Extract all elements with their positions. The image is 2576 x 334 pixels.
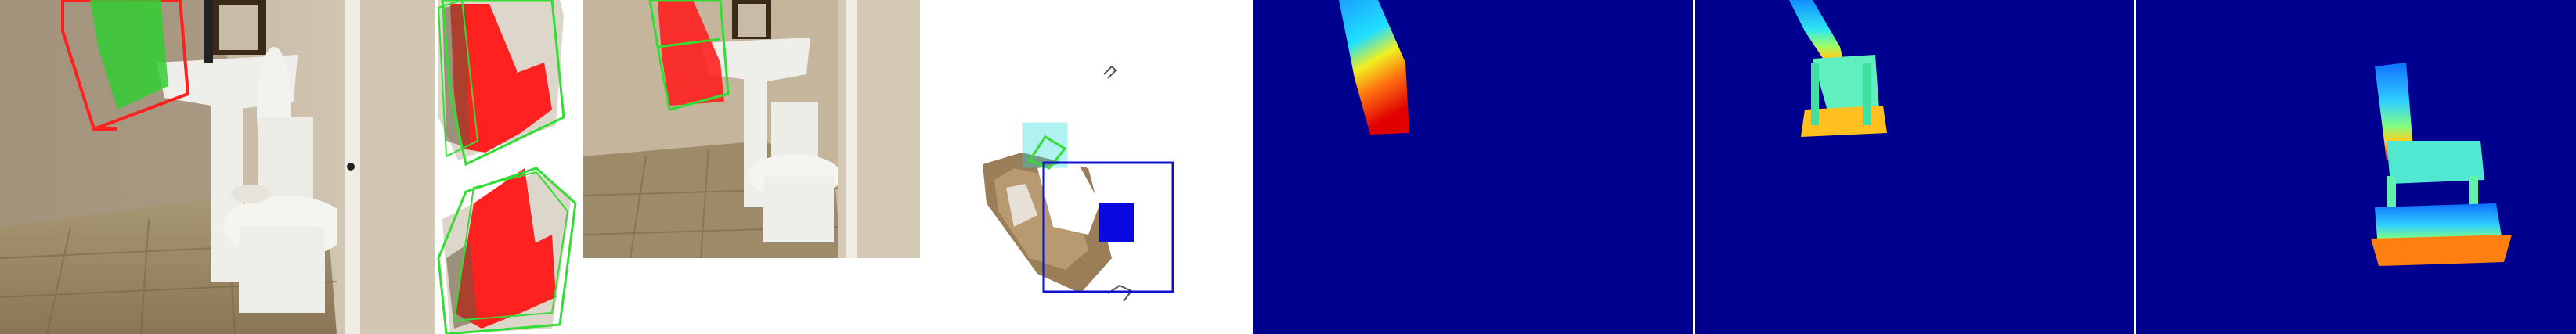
separator-2 xyxy=(2134,0,2136,334)
chair-crops-image xyxy=(435,0,583,334)
panel-depth-map-1 xyxy=(1253,0,1693,334)
panel-bathroom-photo xyxy=(0,0,435,334)
depth-map-3-image xyxy=(2136,0,2576,334)
blue-point-cluster xyxy=(1099,203,1134,242)
depth-map-1-image xyxy=(1253,0,1693,334)
panel-bathroom-photo-2 xyxy=(583,0,920,258)
point-cloud-image xyxy=(920,0,1253,334)
panel-depth-map-2 xyxy=(1695,0,2134,334)
depth-map-2-image xyxy=(1695,0,2134,334)
bathroom-photo-image xyxy=(0,0,435,334)
panel-chair-crops xyxy=(435,0,583,334)
panel-point-cloud xyxy=(920,0,1253,334)
panel-depth-map-3 xyxy=(2136,0,2576,334)
separator-1 xyxy=(1693,0,1695,334)
bathroom-photo-2-image xyxy=(583,0,920,258)
